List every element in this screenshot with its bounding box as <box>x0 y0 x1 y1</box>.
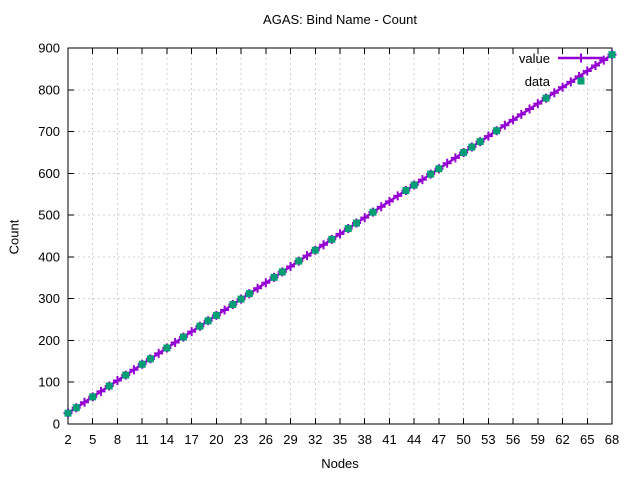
legend-label-value: value <box>518 51 550 66</box>
svg-text:50: 50 <box>456 432 470 447</box>
legend-samples <box>558 53 604 85</box>
svg-text:17: 17 <box>184 432 198 447</box>
svg-text:500: 500 <box>38 208 60 223</box>
x-tick-labels: 2 5 8 11 14 17 20 23 26 29 32 35 38 41 44 47 50 53 56 59 62 6… <box>64 432 619 447</box>
svg-text:14: 14 <box>160 432 174 447</box>
axes <box>67 47 613 425</box>
x-axis-label: Nodes <box>321 456 359 471</box>
svg-text:56: 56 <box>506 432 520 447</box>
svg-text:300: 300 <box>38 291 60 306</box>
svg-text:8: 8 <box>114 432 121 447</box>
svg-text:68: 68 <box>605 432 619 447</box>
svg-text:65: 65 <box>580 432 594 447</box>
svg-text:900: 900 <box>38 41 60 56</box>
svg-text:53: 53 <box>481 432 495 447</box>
svg-text:700: 700 <box>38 124 60 139</box>
data-square-markers <box>64 51 616 417</box>
svg-text:62: 62 <box>555 432 569 447</box>
svg-text:0: 0 <box>53 417 60 432</box>
svg-text:32: 32 <box>308 432 322 447</box>
svg-text:35: 35 <box>333 432 347 447</box>
svg-text:200: 200 <box>38 333 60 348</box>
svg-text:11: 11 <box>135 432 149 447</box>
chart-title: AGAS: Bind Name - Count <box>263 12 417 27</box>
svg-text:47: 47 <box>432 432 446 447</box>
svg-text:38: 38 <box>357 432 371 447</box>
y-axis-label: Count <box>6 219 22 255</box>
svg-text:2: 2 <box>64 432 71 447</box>
svg-text:29: 29 <box>283 432 297 447</box>
svg-text:100: 100 <box>38 375 60 390</box>
svg-text:26: 26 <box>259 432 273 447</box>
svg-text:20: 20 <box>209 432 223 447</box>
svg-text:44: 44 <box>407 432 421 447</box>
svg-text:600: 600 <box>38 166 60 181</box>
legend-label-data: data <box>524 74 550 89</box>
svg-text:23: 23 <box>234 432 248 447</box>
svg-text:41: 41 <box>382 432 396 447</box>
svg-text:400: 400 <box>38 249 60 264</box>
svg-text:59: 59 <box>531 432 545 447</box>
svg-text:5: 5 <box>89 432 96 447</box>
svg-text:800: 800 <box>38 82 60 97</box>
y-tick-labels: 0 100 200 300 400 500 600 700 800 900 <box>38 41 60 432</box>
